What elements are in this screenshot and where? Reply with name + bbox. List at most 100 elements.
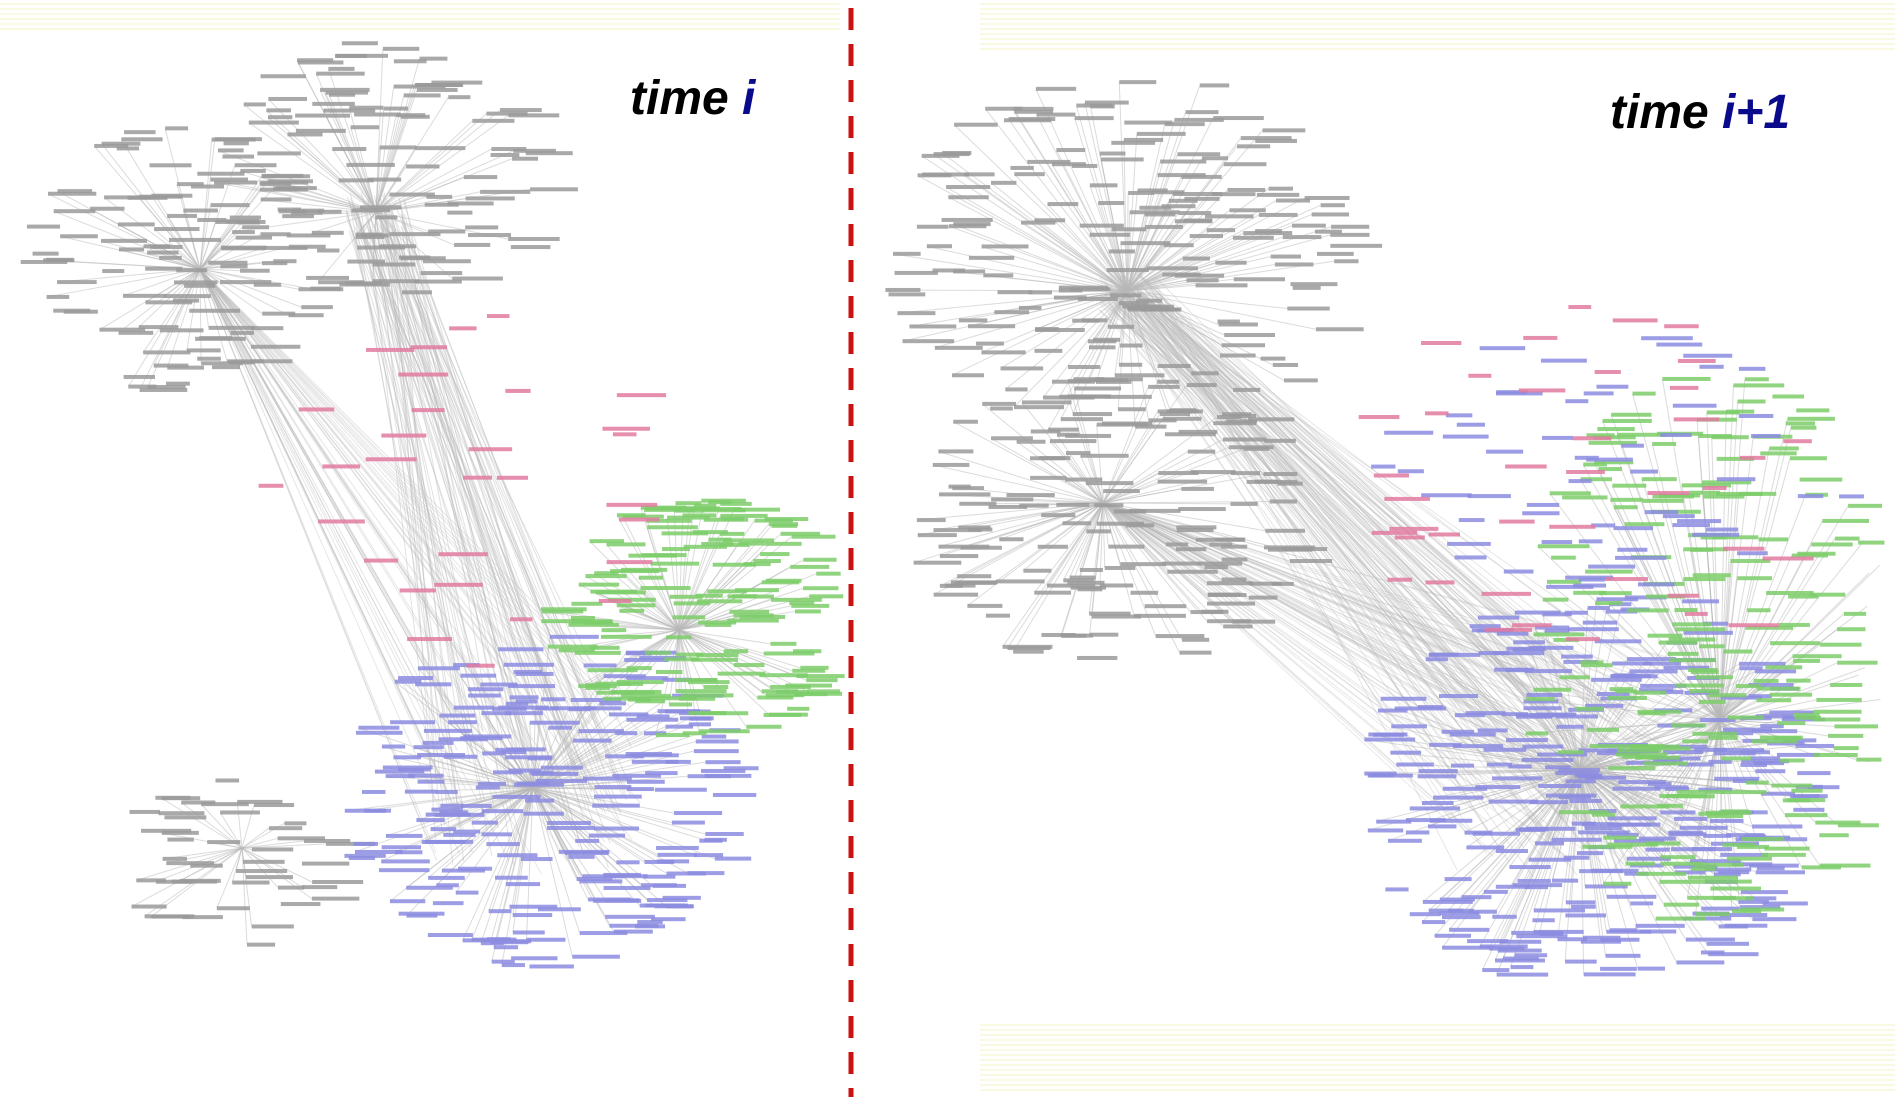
graph-node: [602, 628, 627, 632]
graph-node: [696, 739, 739, 743]
graph-node: [1112, 227, 1147, 231]
graph-node: [1484, 748, 1527, 752]
graph-node: [1669, 658, 1716, 662]
graph-node: [1595, 639, 1642, 643]
graph-node: [1613, 526, 1653, 530]
graph-edge: [242, 848, 312, 899]
graph-node: [513, 913, 552, 917]
graph-node: [1421, 341, 1461, 345]
graph-node: [1820, 643, 1862, 647]
graph-node: [1137, 132, 1186, 136]
graph-node: [1526, 697, 1554, 701]
graph-node: [1611, 413, 1651, 417]
graph-node: [1334, 259, 1358, 263]
graph-node: [594, 827, 639, 831]
graph-node: [123, 294, 166, 298]
graph-node: [491, 147, 526, 151]
graph-node: [1497, 973, 1548, 977]
graph-node: [1089, 345, 1115, 349]
graph-node: [1108, 545, 1144, 549]
graph-node: [1455, 713, 1485, 717]
graph-node: [155, 796, 190, 800]
graph-node: [1786, 679, 1810, 683]
graph-node: [425, 203, 459, 207]
graph-node: [635, 699, 665, 703]
graph-node: [302, 862, 349, 866]
graph-node: [669, 702, 692, 706]
graph-node: [769, 713, 808, 717]
graph-node: [957, 574, 991, 578]
graph-node: [1167, 570, 1217, 574]
graph-node: [1763, 556, 1814, 560]
graph-node: [1127, 306, 1169, 310]
graph-node: [268, 115, 292, 119]
graph-node: [1181, 487, 1214, 491]
graph-node: [1422, 920, 1445, 924]
graph-node: [589, 834, 625, 838]
graph-node: [715, 857, 751, 861]
graph-node: [934, 593, 978, 597]
graph-node: [729, 610, 769, 614]
graph-node: [1770, 693, 1813, 697]
graph-node: [1777, 721, 1805, 725]
graph-node: [707, 589, 747, 593]
graph-node: [1655, 785, 1689, 789]
graph-node: [440, 804, 463, 808]
graph-node: [498, 647, 543, 651]
graph-node: [220, 810, 260, 814]
graph-node: [1769, 446, 1799, 450]
graph-node: [438, 552, 488, 556]
graph-node: [1678, 359, 1716, 363]
graph-node: [627, 666, 652, 670]
graph-node: [169, 238, 221, 242]
graph-node: [1038, 545, 1068, 549]
graph-node: [1023, 569, 1051, 573]
graph-node: [1597, 427, 1634, 431]
graph-node: [1656, 343, 1702, 347]
graph-node: [214, 181, 257, 185]
graph-node: [464, 734, 512, 738]
graph-node: [351, 125, 379, 129]
graph-node: [1428, 824, 1456, 828]
graph-node: [27, 225, 60, 229]
graph-node: [501, 750, 527, 754]
graph-node: [705, 832, 743, 836]
graph-node: [1541, 359, 1587, 363]
graph-node: [1215, 538, 1245, 542]
graph-node: [1798, 494, 1823, 498]
graph-node: [579, 583, 619, 587]
graph-node: [541, 697, 565, 701]
graph-edge: [200, 269, 493, 789]
graph-node: [505, 711, 543, 715]
graph-node: [797, 674, 845, 678]
graph-node: [382, 745, 405, 749]
graph-node: [143, 350, 190, 354]
graph-node: [594, 795, 642, 799]
graph-node: [1425, 411, 1448, 415]
graph-node: [466, 196, 515, 200]
graph-node: [792, 669, 825, 673]
graph-node: [1426, 657, 1448, 661]
graph-node: [189, 309, 240, 313]
graph-node: [247, 943, 275, 947]
graph-node: [996, 579, 1045, 583]
graph-node: [184, 284, 215, 288]
graph-node: [1603, 882, 1631, 886]
graph-node: [454, 706, 494, 710]
panel-title: time i+1: [1610, 86, 1790, 139]
graph-node: [1364, 738, 1415, 742]
graph-node: [1565, 913, 1606, 917]
graph-node: [1041, 513, 1075, 517]
graph-node: [1659, 641, 1698, 645]
graph-node: [433, 901, 464, 905]
graph-node: [967, 604, 1002, 608]
graph-node: [1661, 855, 1696, 859]
graph-node: [1282, 547, 1328, 551]
graph-node: [1689, 689, 1719, 693]
graph-node: [568, 855, 594, 859]
graph-node: [1558, 937, 1588, 941]
graph-node: [428, 933, 473, 937]
graph-node: [54, 209, 96, 213]
graph-edge: [679, 630, 800, 668]
graph-node: [1811, 542, 1852, 546]
